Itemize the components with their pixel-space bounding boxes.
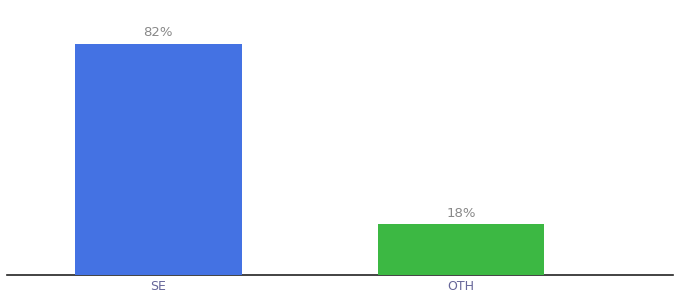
Text: 18%: 18% [446,207,476,220]
Bar [75,44,241,274]
Text: 82%: 82% [143,26,173,39]
Bar [378,224,545,274]
